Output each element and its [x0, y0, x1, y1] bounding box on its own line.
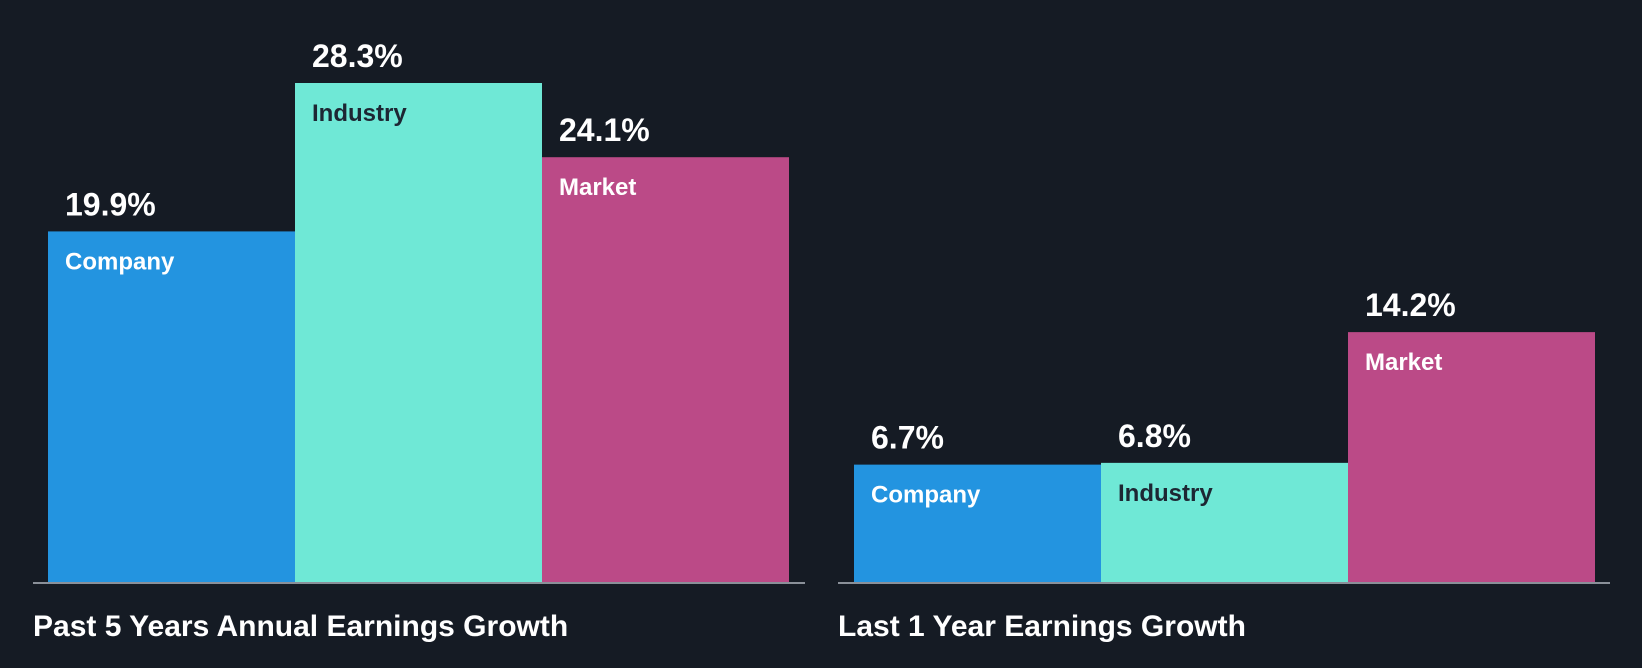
category-label-industry: Industry	[312, 100, 407, 127]
bar-market	[1348, 332, 1595, 583]
bar-company	[48, 231, 295, 583]
panel-past-5-years: 19.9% 28.3% 24.1% Company Industry Marke…	[33, 38, 805, 643]
bar-company	[854, 464, 1101, 583]
bar-industry	[1101, 462, 1348, 583]
category-label-company: Company	[871, 482, 981, 509]
value-label-company: 19.9%	[65, 186, 156, 222]
panel-title: Last 1 Year Earnings Growth	[838, 610, 1246, 643]
value-label-industry: 6.8%	[1118, 418, 1191, 454]
panel-last-1-year: 6.7% 6.8% 14.2% Company Industry Market …	[838, 287, 1610, 643]
value-label-industry: 28.3%	[312, 38, 403, 74]
bar-market	[542, 157, 789, 583]
value-label-market: 14.2%	[1365, 287, 1456, 323]
value-label-market: 24.1%	[559, 112, 650, 148]
panel-title: Past 5 Years Annual Earnings Growth	[33, 610, 568, 643]
category-label-market: Market	[1365, 349, 1442, 376]
value-label-company: 6.7%	[871, 420, 944, 456]
bar-industry	[295, 83, 542, 583]
category-label-industry: Industry	[1118, 480, 1213, 507]
category-label-company: Company	[65, 248, 175, 275]
category-label-market: Market	[559, 174, 636, 201]
